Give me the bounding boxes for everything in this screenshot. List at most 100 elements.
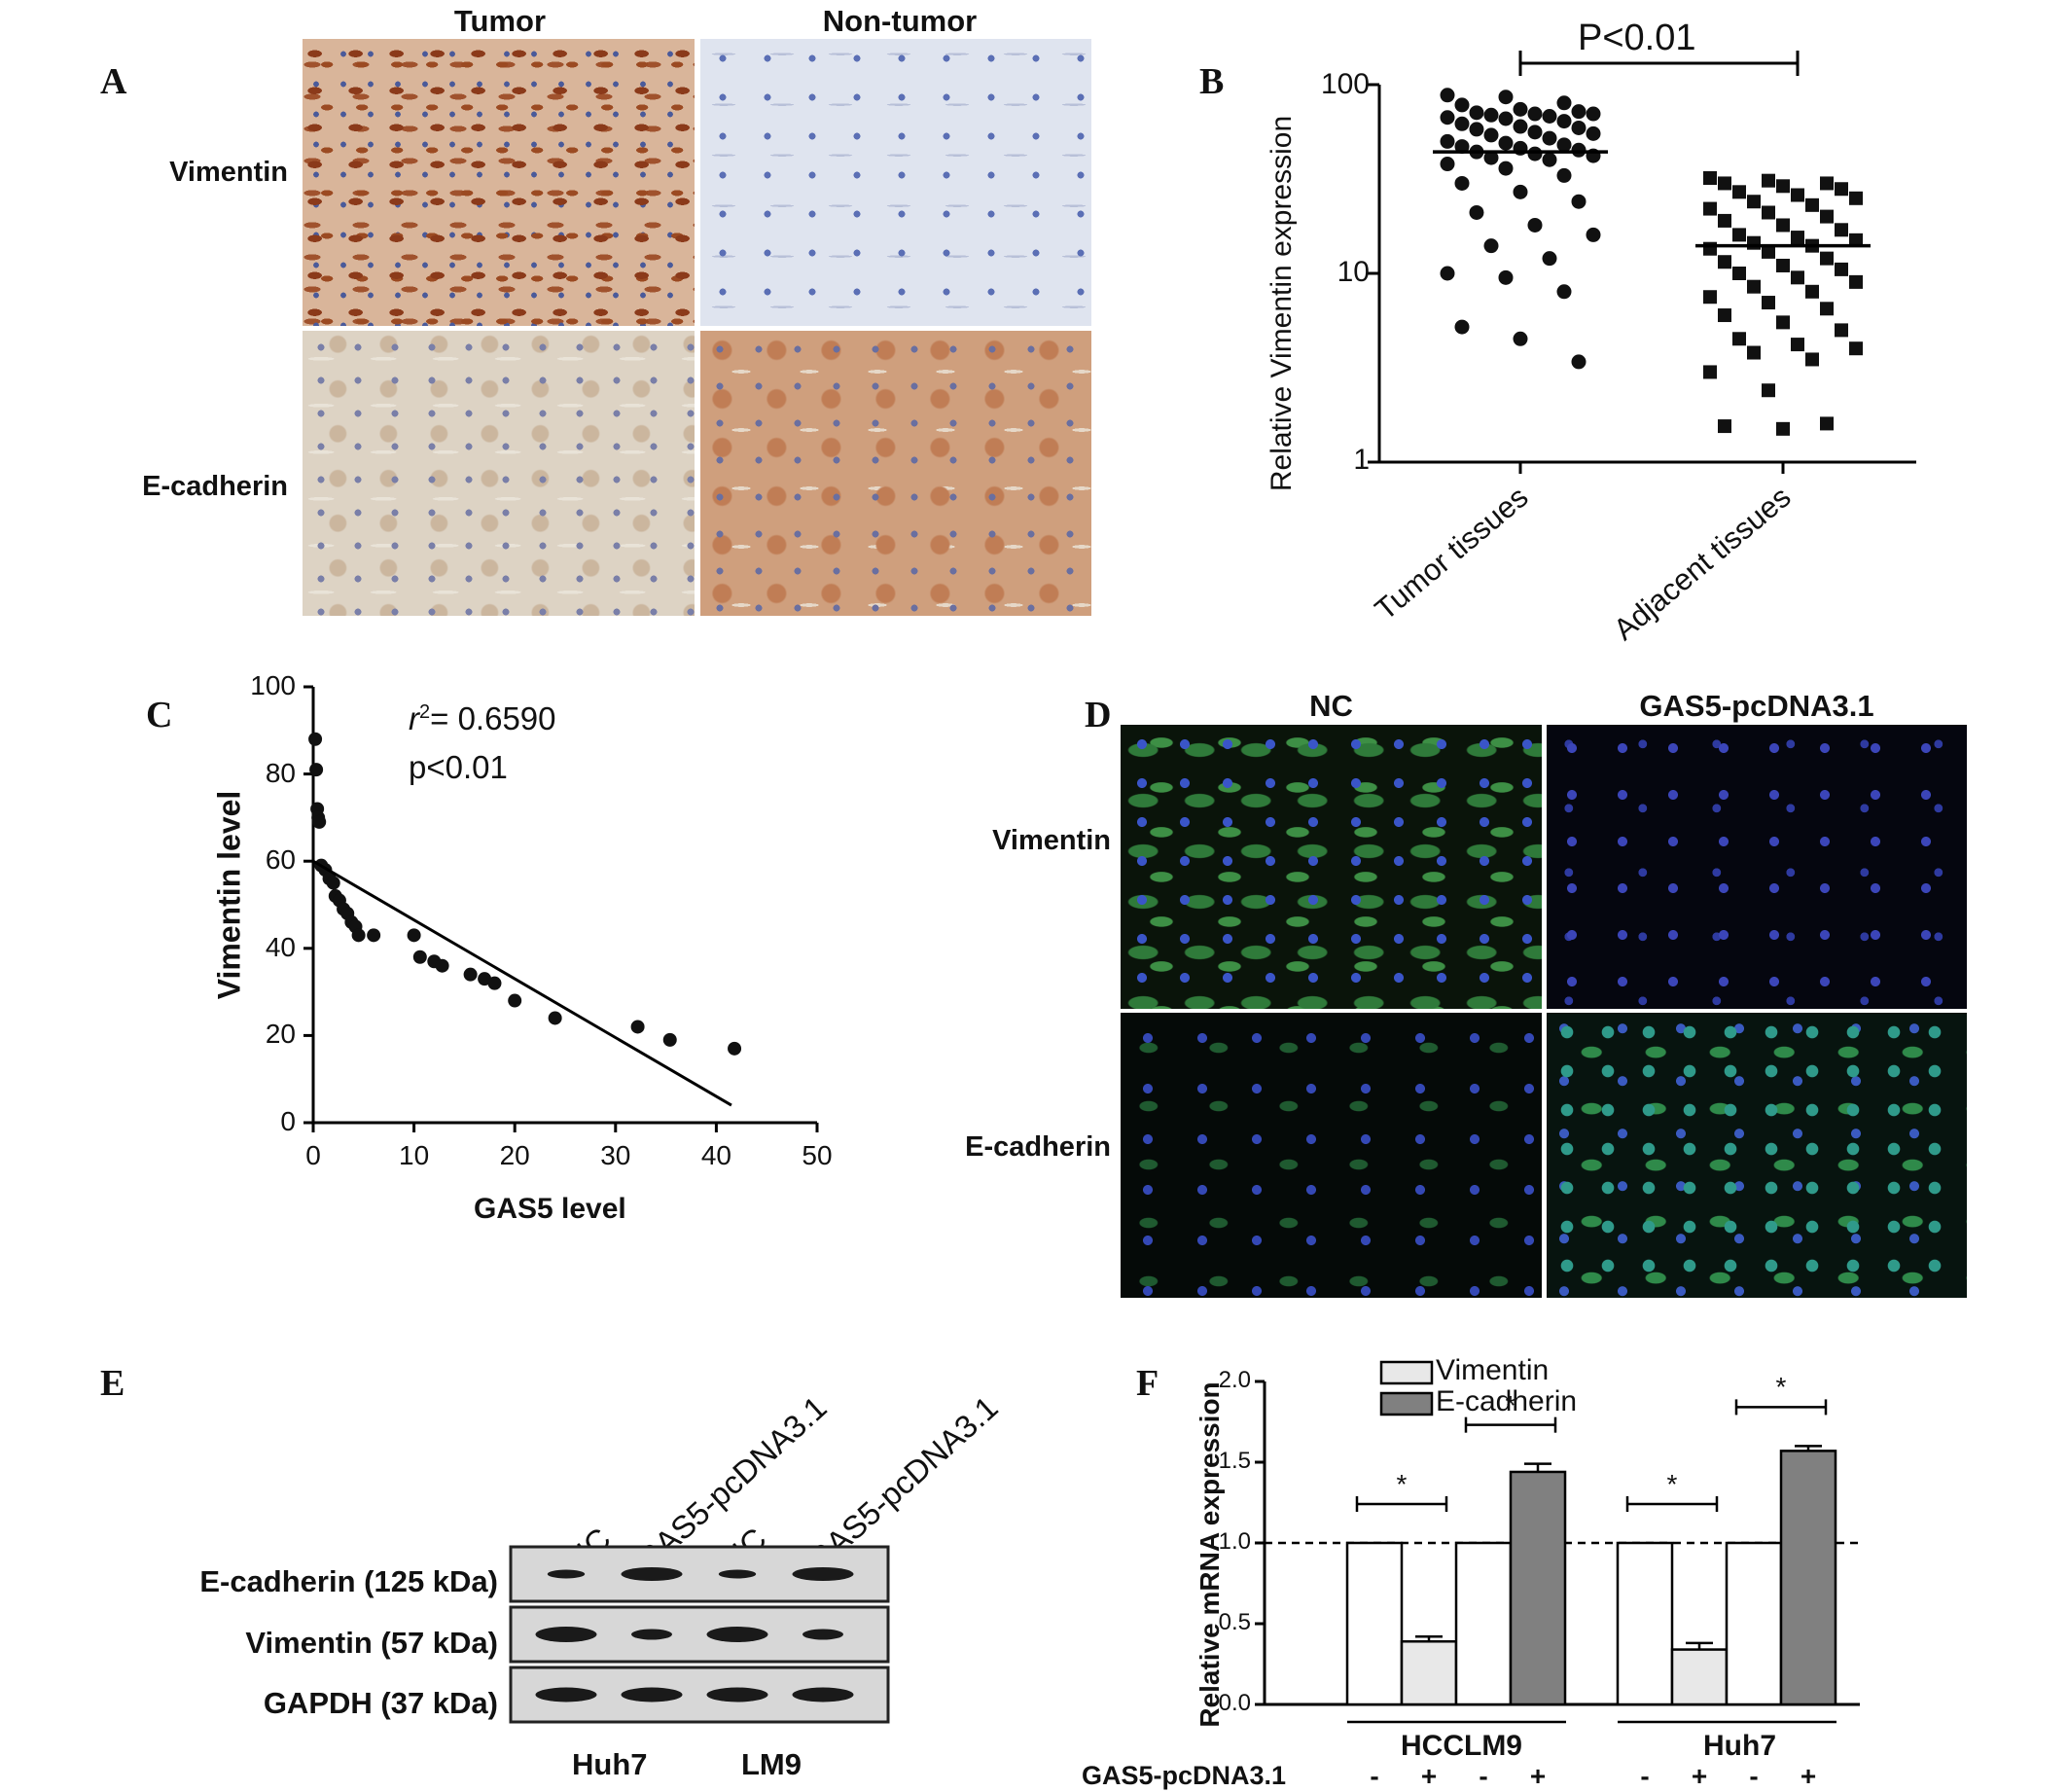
treatment-sign: - [1370,1761,1379,1791]
blot-band [547,1569,586,1579]
panel-b-point-adjacent [1849,233,1863,247]
panel-c-xlabel: GAS5 level [474,1193,626,1225]
panel-c-ytick-label: 80 [265,757,296,788]
panel-c-r2: r2= 0.6590 [409,700,556,737]
sig-star: * [1775,1372,1787,1403]
blot-band [621,1567,683,1581]
blot-band [631,1629,672,1640]
panel-f-ytick-label: 1.0 [1218,1528,1251,1555]
legend-label-vimentin: Vimentin [1436,1354,1550,1386]
panel-b-point-adjacent [1732,185,1746,199]
panel-b-point-adjacent [1762,296,1775,310]
bar-ecadherin [1779,1450,1837,1706]
blot-band [802,1629,843,1640]
panel-a-label: A [100,61,127,102]
panel-b-point-tumor [1556,137,1572,153]
panel-c-point [407,928,421,943]
panel-b-point-adjacent [1747,279,1761,294]
panel-b-point-adjacent [1835,223,1848,237]
panel-b-point-adjacent [1805,352,1819,367]
panel-b-pvalue: P<0.01 [1578,18,1696,58]
panel-b-point-tumor [1498,269,1514,285]
panel-c-label: C [146,695,173,735]
panel-f-label: F [1136,1363,1159,1404]
panel-b-point-adjacent [1776,421,1790,436]
panel-b-point-adjacent [1791,231,1804,245]
panel-b-ytick-10: 10 [1337,256,1370,288]
panel-c-point [412,950,427,964]
panel-b-point-adjacent [1703,171,1717,186]
panel-a-header-tumor: Tumor [453,4,547,38]
group-label-huh7: Huh7 [1703,1730,1776,1762]
panel-b-point-tumor [1469,204,1484,220]
ihc-nontumor-vimentin-image [700,39,1091,326]
panel-c-point [435,958,449,973]
ihc-tumor-ecadherin-image [303,331,695,616]
panel-b-point-adjacent [1747,195,1761,209]
panel-b-point-tumor [1556,167,1572,183]
panel-b-point-tumor [1513,101,1528,117]
treatment-sign: - [1479,1761,1488,1791]
if-nc-vimentin-image [1121,725,1542,1009]
panel-c-xtick-label: 20 [499,1140,530,1170]
panel-b-point-tumor [1454,175,1470,191]
panel-b-point-tumor [1498,135,1514,151]
panel-b-ytick-100: 100 [1320,68,1370,100]
panel-b-point-tumor [1440,133,1455,149]
panel-b-point-tumor [1454,319,1470,335]
treatment-sign: - [1749,1761,1759,1791]
blot-band [718,1569,757,1579]
panel-b-point-tumor [1556,284,1572,300]
blot-band [706,1627,768,1642]
panel-b-point-tumor [1513,119,1528,134]
panel-b-point-tumor [1571,120,1587,135]
panel-b-point-tumor [1469,122,1484,137]
panel-b-point-adjacent [1791,338,1804,352]
cell-line-huh7: Huh7 [572,1747,648,1781]
panel-d-row-vimentin: Vimentin [992,825,1111,856]
panel-c-r2-prefix: r [409,700,419,736]
panel-b-point-adjacent [1835,262,1848,276]
panel-c-point [728,1041,742,1056]
panel-b-point-adjacent [1732,228,1746,242]
panel-b-point-tumor [1542,108,1557,124]
panel-c-xtick-label: 0 [305,1140,321,1170]
panel-b-point-tumor [1454,139,1470,155]
legend-label-ecadherin: E-cadherin [1436,1385,1578,1417]
panel-b-point-adjacent [1820,302,1834,316]
panel-c-xtick-label: 30 [600,1140,631,1170]
panel-b-point-tumor [1440,110,1455,125]
blot-band [621,1687,683,1702]
panel-f-ytick-label: 2.0 [1218,1367,1251,1393]
panel-b-point-tumor [1483,150,1499,165]
panel-d-header-gas5: GAS5-pcDNA3.1 [1639,689,1874,723]
panel-b-point-adjacent [1732,267,1746,280]
panel-b-point-tumor [1571,194,1587,209]
panel-b-point-tumor [1483,107,1499,123]
panel-f-ytick-label: 1.5 [1218,1448,1251,1474]
panel-b-point-adjacent [1718,255,1731,269]
ihc-tumor-vimentin-image [303,39,695,326]
panel-b-point-tumor [1513,331,1528,346]
panel-c-xtick-label: 10 [399,1140,430,1170]
panel-c-xtick-label: 40 [700,1140,731,1170]
panel-c-xtick-label: 50 [802,1140,833,1170]
panel-b-point-adjacent [1718,419,1731,434]
panel-b-point-adjacent [1703,290,1717,305]
blot-label-vimentin: Vimentin (57 kDa) [245,1626,498,1660]
panel-b-point-adjacent [1835,182,1848,197]
panel-d-label: D [1085,695,1112,735]
legend-swatch-ecadherin [1379,1391,1434,1416]
panel-b-point-adjacent [1732,332,1746,346]
bar-vimentin [1670,1648,1729,1706]
panel-d-row-ecadherin: E-cadherin [965,1131,1111,1163]
panel-b-point-tumor [1542,130,1557,146]
panel-b-point-tumor [1527,125,1543,140]
panel-b-point-adjacent [1703,201,1717,216]
panel-b-point-tumor [1498,161,1514,176]
blot-label-gapdh: GAPDH (37 kDa) [263,1686,498,1720]
panel-b-label: B [1199,61,1225,102]
if-gas5-vimentin-image [1547,725,1967,1009]
